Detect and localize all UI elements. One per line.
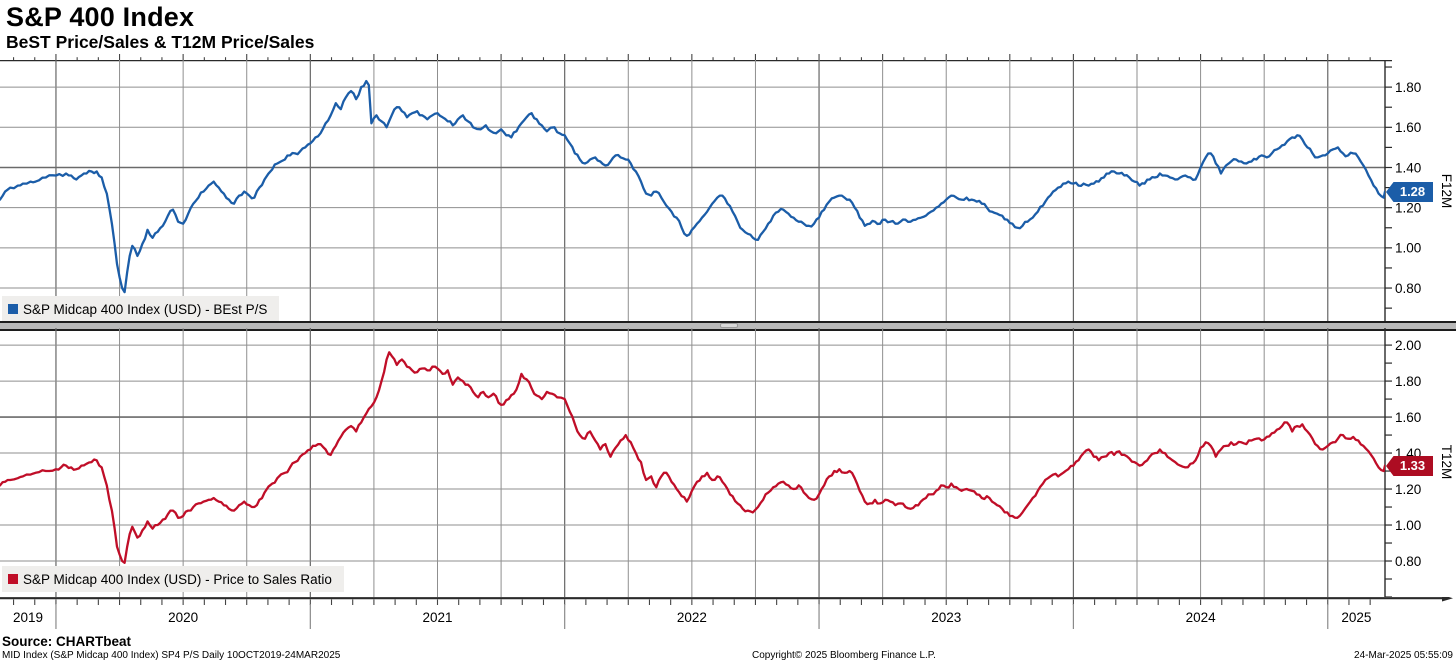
footer-source: Source: CHARTbeat bbox=[2, 634, 132, 649]
svg-text:1.20: 1.20 bbox=[1395, 200, 1421, 215]
legend-label: S&P Midcap 400 Index (USD) - Price to Sa… bbox=[23, 571, 332, 587]
legend-forward-ps[interactable]: S&P Midcap 400 Index (USD) - BEst P/S bbox=[2, 296, 280, 322]
svg-text:2024: 2024 bbox=[1186, 610, 1217, 625]
svg-text:2.00: 2.00 bbox=[1395, 338, 1421, 353]
trailing-ps-plot[interactable]: 0.801.001.201.401.601.802.00 bbox=[0, 328, 1456, 597]
last-value-badge-forward: 1.28 bbox=[1386, 182, 1433, 202]
top-axis-ticks bbox=[13, 54, 1371, 60]
page-subtitle: BeST Price/Sales & T12M Price/Sales bbox=[6, 32, 315, 52]
svg-text:0.80: 0.80 bbox=[1395, 281, 1421, 296]
legend-label: S&P Midcap 400 Index (USD) - BEst P/S bbox=[23, 301, 268, 317]
svg-text:1.60: 1.60 bbox=[1395, 410, 1421, 425]
svg-text:2019: 2019 bbox=[13, 610, 43, 625]
footer-timestamp: 24-Mar-2025 05:55:09 bbox=[1354, 650, 1453, 661]
forward-ps-plot[interactable]: 0.80 1.00 1.20 1.40 1.60 1.80 bbox=[0, 60, 1456, 322]
last-value-badge-trailing: 1.33 bbox=[1386, 456, 1433, 476]
page-title: S&P 400 Index bbox=[6, 2, 195, 32]
footer-copyright: Copyright© 2025 Bloomberg Finance L.P. bbox=[752, 650, 936, 661]
svg-text:2020: 2020 bbox=[168, 610, 198, 625]
svg-text:2025: 2025 bbox=[1341, 610, 1371, 625]
divider-grip-icon[interactable] bbox=[720, 323, 738, 328]
y-axis-title-f12m: F12M bbox=[1439, 173, 1454, 209]
legend-swatch-blue-icon bbox=[8, 304, 18, 314]
x-axis[interactable]: 2019 2020 2021 2022 2023 2024 2025 bbox=[0, 597, 1456, 633]
legend-trailing-ps[interactable]: S&P Midcap 400 Index (USD) - Price to Sa… bbox=[2, 566, 344, 592]
svg-text:2021: 2021 bbox=[422, 610, 452, 625]
svg-text:2023: 2023 bbox=[931, 610, 961, 625]
svg-text:0.80: 0.80 bbox=[1395, 554, 1421, 569]
svg-text:1.80: 1.80 bbox=[1395, 374, 1421, 389]
svg-text:1.40: 1.40 bbox=[1395, 160, 1421, 175]
svg-text:1.60: 1.60 bbox=[1395, 120, 1421, 135]
svg-text:1.80: 1.80 bbox=[1395, 80, 1421, 95]
y-axis-title-t12m: T12M bbox=[1439, 444, 1454, 480]
legend-swatch-red-icon bbox=[8, 574, 18, 584]
svg-text:2022: 2022 bbox=[677, 610, 707, 625]
svg-text:1.20: 1.20 bbox=[1395, 482, 1421, 497]
footer-details: MID Index (S&P Midcap 400 Index) SP4 P/S… bbox=[2, 650, 341, 661]
svg-text:1.00: 1.00 bbox=[1395, 518, 1421, 533]
svg-text:1.00: 1.00 bbox=[1395, 241, 1421, 256]
